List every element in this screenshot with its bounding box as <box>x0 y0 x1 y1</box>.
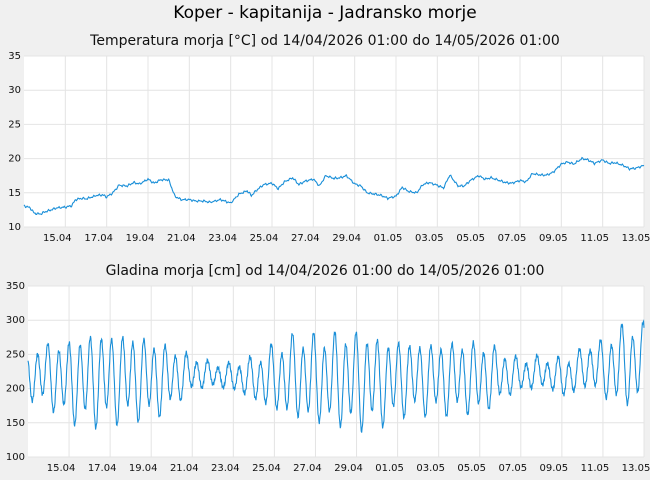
x-tick-label: 23.04 <box>211 463 240 474</box>
x-tick-label: 17.04 <box>84 233 113 244</box>
sea-level-series-line <box>27 319 645 433</box>
x-tick-label: 01.05 <box>374 233 403 244</box>
x-tick-label: 09.05 <box>539 233 568 244</box>
y-tick-label: 30 <box>8 85 21 96</box>
x-tick-label: 19.04 <box>129 463 158 474</box>
x-tick-label: 23.04 <box>208 233 237 244</box>
temperature-panel: Temperatura morja [°C] od 14/04/2026 01:… <box>8 33 650 244</box>
x-tick-label: 01.05 <box>375 463 404 474</box>
x-tick-label: 03.05 <box>415 233 444 244</box>
x-tick-label: 05.05 <box>457 463 486 474</box>
x-tick-label: 19.04 <box>126 233 155 244</box>
x-tick-label: 17.04 <box>88 463 117 474</box>
x-tick-label: 25.04 <box>250 233 279 244</box>
x-tick-label: 15.04 <box>47 463 76 474</box>
chart-main-title: Koper - kapitanija - Jadransko morje <box>173 3 477 23</box>
y-tick-label: 10 <box>8 222 21 233</box>
x-tick-label: 09.05 <box>540 463 569 474</box>
temperature-series-line <box>23 156 645 216</box>
y-tick-label: 150 <box>6 418 25 429</box>
y-tick-label: 300 <box>6 315 25 326</box>
x-tick-label: 03.05 <box>416 463 445 474</box>
x-tick-label: 25.04 <box>252 463 281 474</box>
y-tick-label: 250 <box>6 349 25 360</box>
x-tick-label: 07.05 <box>498 233 527 244</box>
x-tick-label: 13.05 <box>622 233 650 244</box>
y-tick-label: 20 <box>8 154 21 165</box>
x-tick-label: 21.04 <box>167 233 196 244</box>
x-tick-label: 27.04 <box>293 463 322 474</box>
y-tick-label: 25 <box>8 119 21 130</box>
y-tick-label: 100 <box>6 452 25 463</box>
y-tick-label: 200 <box>6 384 25 395</box>
plot-area <box>24 56 644 227</box>
x-tick-label: 11.05 <box>581 463 610 474</box>
x-tick-label: 29.04 <box>334 463 363 474</box>
y-tick-label: 15 <box>8 188 21 199</box>
x-tick-label: 27.04 <box>291 233 320 244</box>
chart-subtitle: Temperatura morja [°C] od 14/04/2026 01:… <box>89 33 560 49</box>
sea-level-panel: Gladina morja [cm] od 14/04/2026 01:00 d… <box>6 263 650 474</box>
chart-subtitle: Gladina morja [cm] od 14/04/2026 01:00 d… <box>106 263 545 279</box>
x-tick-label: 07.05 <box>498 463 527 474</box>
x-tick-label: 11.05 <box>580 233 609 244</box>
y-tick-label: 350 <box>6 281 25 292</box>
x-tick-label: 05.05 <box>456 233 485 244</box>
x-tick-label: 21.04 <box>170 463 199 474</box>
x-tick-label: 29.04 <box>332 233 361 244</box>
x-tick-label: 15.04 <box>43 233 72 244</box>
y-tick-label: 35 <box>8 51 21 62</box>
x-tick-label: 13.05 <box>622 463 650 474</box>
